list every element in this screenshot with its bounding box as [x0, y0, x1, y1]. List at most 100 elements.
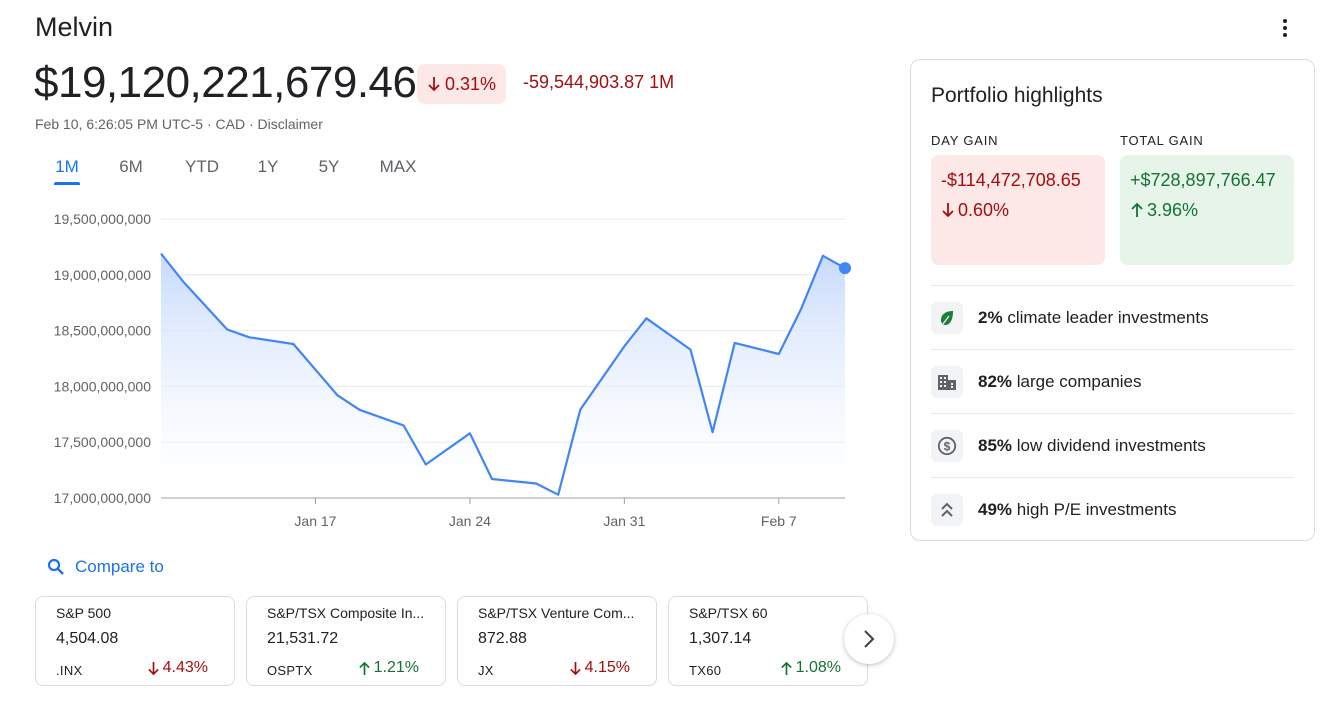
portfolio-highlights-panel: Portfolio highlights DAY GAIN -$114,472,…: [910, 59, 1315, 541]
chart-data-point: [534, 481, 538, 485]
compare-card-tsx-composite[interactable]: S&P/TSX Composite In... 21,531.72 OSPTX …: [246, 596, 446, 686]
tab-max[interactable]: MAX: [379, 157, 417, 176]
highlight-percent: 85%: [978, 435, 1013, 455]
index-change: 1.08%: [780, 659, 841, 677]
total-gain-value: +$728,897,766.47: [1130, 170, 1276, 190]
double-chevron-up-icon: [941, 502, 953, 517]
panel-title: Portfolio highlights: [931, 84, 1103, 107]
index-ticker: JX: [478, 663, 494, 678]
chart-data-point: [777, 352, 781, 356]
arrow-down-icon: [569, 661, 581, 675]
highlight-percent: 49%: [978, 499, 1013, 519]
index-value: 4,504.08: [56, 630, 119, 647]
index-ticker: .INX: [56, 663, 83, 678]
total-gain-percent: 3.96%: [1130, 195, 1284, 225]
compare-card-sp500[interactable]: S&P 500 4,504.08 .INX 4.43%: [35, 596, 235, 686]
portfolio-value: $19,120,221,679.46: [34, 58, 417, 107]
index-ticker: TX60: [689, 663, 722, 678]
more-options-button[interactable]: [1271, 14, 1299, 42]
index-change: 4.15%: [569, 659, 630, 677]
chart-data-point: [490, 477, 494, 481]
absolute-change: -59,544,903.87 1M: [523, 72, 675, 92]
portfolio-title: Melvin: [35, 12, 114, 42]
y-tick-label: 17,500,000,000: [54, 434, 152, 450]
tab-ytd[interactable]: YTD: [185, 157, 219, 176]
tab-6m[interactable]: 6M: [119, 157, 143, 176]
arrow-up-icon: [1131, 202, 1143, 217]
chart-data-point: [733, 341, 737, 345]
compare-to-button[interactable]: Compare to: [47, 557, 164, 577]
compare-card-tsx-60[interactable]: S&P/TSX 60 1,307.14 TX60 1.08%: [668, 596, 868, 686]
index-value: 872.88: [478, 630, 527, 647]
chart-data-point: [247, 335, 251, 339]
index-ticker: OSPTX: [267, 663, 313, 678]
index-name: S&P 500: [56, 605, 112, 621]
highlight-percent: 82%: [978, 371, 1013, 391]
chevron-right-icon: [864, 630, 875, 648]
highlight-text: high P/E investments: [1016, 499, 1177, 519]
chart-area-fill: [161, 253, 845, 498]
chart-data-point: [711, 430, 715, 434]
index-value: 21,531.72: [267, 630, 339, 647]
day-gain-box: -$114,472,708.65 0.60%: [931, 155, 1105, 265]
chart-data-point: [159, 252, 163, 256]
portfolio-chart[interactable]: 19,500,000,000 19,000,000,000 18,500,000,0…: [0, 200, 870, 540]
timestamp-meta: Feb 10, 6:26:05 PM UTC-5 · CAD · Disclai…: [35, 116, 323, 132]
percent-change-value: 0.31%: [445, 73, 497, 94]
dollar-coin-icon: $: [937, 436, 957, 455]
chart-data-point: [689, 348, 693, 352]
svg-text:$: $: [944, 439, 951, 453]
search-icon: [47, 558, 64, 575]
highlight-text: climate leader investments: [1007, 307, 1209, 327]
y-tick-label: 18,000,000,000: [54, 378, 152, 394]
x-tick-label: Jan 24: [449, 513, 491, 529]
chart-data-point: [358, 408, 362, 412]
leaf-icon: [941, 310, 953, 325]
chart-data-point: [821, 254, 825, 258]
compare-card-tsx-venture[interactable]: S&P/TSX Venture Com... 872.88 JX 4.15%: [457, 596, 657, 686]
highlight-text: large companies: [1016, 371, 1142, 391]
day-gain-value: -$114,472,708.65: [941, 170, 1081, 190]
tab-1y[interactable]: 1Y: [257, 157, 279, 176]
index-change: 1.21%: [358, 659, 419, 677]
chart-data-point: [424, 463, 428, 467]
chart-data-point: [402, 423, 406, 427]
compare-cards: S&P 500 4,504.08 .INX 4.43% S&P/TSX Comp…: [35, 596, 868, 686]
chart-data-point: [556, 493, 560, 497]
index-name: S&P/TSX Venture Com...: [478, 605, 635, 621]
chart-data-point: [225, 327, 229, 331]
next-cards-button[interactable]: [844, 614, 894, 664]
index-name: S&P/TSX Composite In...: [267, 605, 425, 621]
chart-data-point: [799, 307, 803, 311]
y-tick-label: 17,000,000,000: [54, 490, 152, 506]
chart-data-point: [622, 344, 626, 348]
chart-data-point: [336, 393, 340, 397]
more-vert-icon: [1283, 19, 1287, 23]
time-range-tabs: 1M 6M YTD 1Y 5Y MAX: [40, 155, 438, 185]
total-gain-label: TOTAL GAIN: [1120, 133, 1204, 148]
highlight-low-dividend[interactable]: $ 85% low dividend investments: [931, 413, 1294, 477]
chart-data-point: [468, 431, 472, 435]
y-tick-label: 18,500,000,000: [54, 323, 152, 339]
y-tick-label: 19,000,000,000: [54, 267, 152, 283]
highlight-climate[interactable]: 2% climate leader investments: [931, 285, 1294, 349]
highlight-large-companies[interactable]: 82% large companies: [931, 349, 1294, 413]
chart-current-point: [839, 262, 851, 275]
index-name: S&P/TSX 60: [689, 605, 768, 621]
x-tick-label: Jan 17: [294, 513, 336, 529]
arrow-up-icon: [780, 661, 792, 675]
arrow-up-icon: [358, 661, 370, 675]
tab-5y[interactable]: 5Y: [318, 157, 340, 176]
chart-data-point: [644, 316, 648, 320]
tab-1m[interactable]: 1M: [40, 155, 94, 185]
x-tick-label: Jan 31: [603, 513, 645, 529]
x-tick-label: Feb 7: [761, 513, 797, 529]
day-gain-percent: 0.60%: [941, 195, 1095, 225]
highlight-high-pe[interactable]: 49% high P/E investments: [931, 477, 1294, 541]
chart-data-point: [181, 279, 185, 283]
chart-data-point: [578, 408, 582, 412]
total-gain-box: +$728,897,766.47 3.96%: [1120, 155, 1294, 265]
chart-series-line: [160, 252, 846, 496]
compare-to-label: Compare to: [75, 557, 164, 576]
y-tick-label: 19,500,000,000: [54, 211, 152, 227]
